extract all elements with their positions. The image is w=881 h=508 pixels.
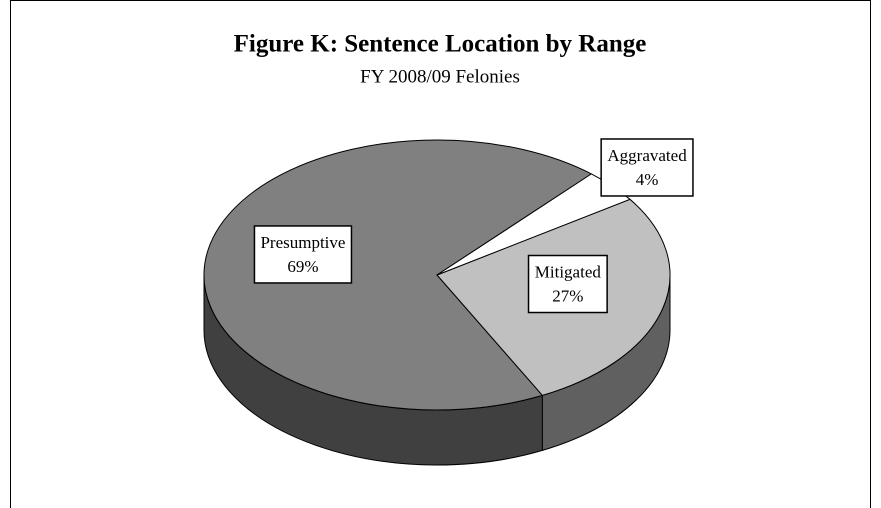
data-label: Aggravated 4%	[600, 138, 694, 197]
label-value: 4%	[636, 170, 659, 189]
pie-labels: Presumptive 69% Mitigated 27% Aggravated 4%	[253, 138, 694, 314]
label-value: 27%	[552, 287, 583, 306]
data-label: Presumptive 69%	[253, 225, 353, 284]
label-box	[600, 138, 694, 197]
data-label: Mitigated 27%	[527, 254, 608, 314]
label-box	[253, 225, 353, 284]
chart-title: Figure K: Sentence Location by Range	[234, 31, 647, 58]
label-category: Aggravated	[607, 146, 687, 165]
label-value: 69%	[287, 257, 318, 276]
label-category: Presumptive	[260, 233, 345, 252]
pie-slice	[203, 139, 593, 411]
label-box	[527, 254, 608, 314]
chart-subtitle: FY 2008/09 Felonies	[360, 66, 520, 87]
label-category: Mitigated	[535, 263, 602, 282]
